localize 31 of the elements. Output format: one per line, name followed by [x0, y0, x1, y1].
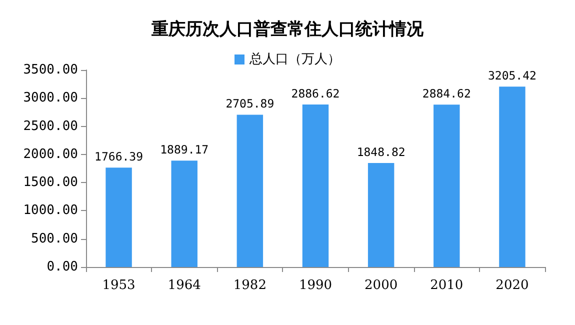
x-tick-label: 2010 — [430, 278, 464, 293]
data-label: 2884.62 — [422, 86, 471, 101]
x-tick-label: 2020 — [496, 278, 529, 293]
data-label: 2705.89 — [226, 96, 274, 111]
bar — [302, 104, 329, 267]
y-tick-label: 500.00 — [31, 231, 78, 246]
bar — [434, 104, 460, 267]
chart-title: 重庆历次人口普查常住人口统计情况 — [150, 18, 424, 40]
bar — [499, 86, 526, 267]
bar — [368, 162, 394, 267]
y-tick-label: 0.00 — [46, 260, 78, 274]
data-label: 1766.39 — [94, 150, 144, 164]
x-tick-label: 1982 — [233, 278, 266, 293]
bar — [236, 114, 264, 267]
y-tick-label: 2500.00 — [23, 118, 78, 134]
y-tick-label: 1000.00 — [23, 203, 78, 218]
y-tick-label: 3500.00 — [23, 62, 78, 78]
x-tick-label: 1964 — [168, 278, 201, 293]
y-tick-label: 1500.00 — [23, 175, 78, 190]
legend-label: 总人口（万人） — [248, 52, 340, 67]
bar — [106, 168, 132, 267]
data-label: 1889.17 — [160, 142, 209, 157]
y-tick-label: 3000.00 — [23, 90, 78, 106]
y-tick-label: 2000.00 — [23, 146, 78, 162]
x-tick-label: 1990 — [298, 278, 332, 293]
x-tick-label: 1953 — [102, 278, 136, 293]
data-label: 1848.82 — [356, 144, 406, 159]
data-label: 3205.42 — [488, 68, 536, 83]
data-label: 2886.62 — [291, 86, 340, 101]
x-tick-label: 2000 — [364, 278, 398, 293]
bar — [171, 160, 198, 267]
